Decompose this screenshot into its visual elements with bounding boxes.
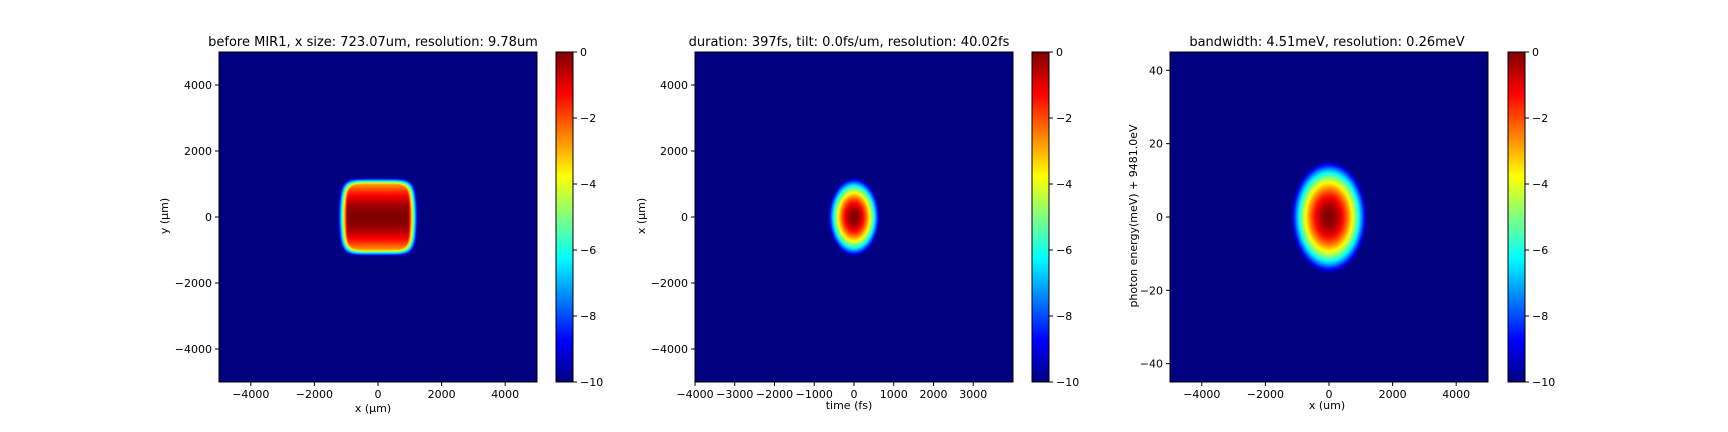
panel-2: duration: 397fs, tilt: 0.0fs/um, resolut… — [635, 35, 1010, 412]
panel-1-heatmap — [219, 52, 537, 382]
panel-2-xtick-label: −2000 — [756, 388, 793, 401]
panel-1-xtick-label: −4000 — [232, 388, 269, 401]
panel-1-ytick-label: 2000 — [184, 145, 212, 158]
panel-2-colorbar-tick-label: −10 — [1056, 376, 1079, 389]
panel-3-heatmap — [1170, 52, 1488, 382]
panel-2-ytick-label: 2000 — [660, 145, 688, 158]
panel-2-xtick-label: 0 — [851, 388, 858, 401]
panel-2-colorbar-frame — [1031, 51, 1050, 383]
panel-2-heatmap — [695, 52, 1013, 382]
panel-2-colorbar-tick-label: −2 — [1056, 112, 1072, 125]
panel-3-ytick-label: 20 — [1149, 138, 1163, 151]
panel-2-xtick-label: 3000 — [959, 388, 987, 401]
panel-2-ylabel: x (μm) — [635, 198, 648, 234]
panel-2-xtick-label: −3000 — [716, 388, 753, 401]
panel-2-title: duration: 397fs, tilt: 0.0fs/um, resolut… — [689, 35, 1010, 50]
panel-2-ytick-label: 4000 — [660, 79, 688, 92]
panel-2-xtick-label: −1000 — [796, 388, 833, 401]
panel-3-ytick-label: 0 — [1156, 211, 1163, 224]
panel-3-colorbar — [1508, 52, 1525, 382]
panel-1-ylabel: y (μm) — [158, 198, 171, 234]
panel-2-ytick-label: −4000 — [651, 343, 688, 356]
chart-marks: −4000 −2000 0 2000 4000−4000−20000200040000−… — [175, 46, 1555, 401]
panel-3-colorbar-tick-label: −10 — [1532, 376, 1555, 389]
panel-3-colorbar-tick-label: −4 — [1532, 178, 1548, 191]
panel-3-colorbar-tick-label: −6 — [1532, 244, 1548, 257]
panel-3-xtick-label: −4000 — [1183, 388, 1220, 401]
panel-2-ytick-label: 0 — [681, 211, 688, 224]
panel-3-colorbar-frame — [1507, 51, 1526, 383]
panel-3-ytick-label: 40 — [1149, 64, 1163, 77]
panel-1-colorbar-tick-label: −8 — [580, 310, 596, 323]
panel-3-xlabel: x (um) — [1309, 399, 1345, 412]
panel-2-ytick-label: −2000 — [651, 277, 688, 290]
panel-3-xtick-label: 2000 — [1379, 388, 1407, 401]
panel-2-colorbar-tick-label: 0 — [1056, 46, 1063, 59]
panel-3-title: bandwidth: 4.51meV, resolution: 0.26meV — [1189, 35, 1464, 50]
panel-1-title: before MIR1, x size: 723.07um, resolutio… — [208, 35, 538, 50]
panel-3-colorbar-tick-label: −2 — [1532, 112, 1548, 125]
panel-3-xtick-label: 4000 — [1442, 388, 1470, 401]
panel-3-colorbar-tick-label: 0 — [1532, 46, 1539, 59]
panel-1-colorbar-frame — [555, 51, 574, 383]
panel-1-xtick-label: 2000 — [428, 388, 456, 401]
panel-1-colorbar-tick-label: −6 — [580, 244, 596, 257]
panel-3-ylabel: photon energy(meV) + 9481.0eV — [1127, 124, 1140, 308]
panel-2-colorbar-tick-label: −4 — [1056, 178, 1072, 191]
panel-1-xtick-label: −2000 — [296, 388, 333, 401]
panel-1-colorbar-tick-label: −4 — [580, 178, 596, 191]
panel-2-xtick-label: 2000 — [920, 388, 948, 401]
panel-1: before MIR1, x size: 723.07um, resolutio… — [158, 35, 538, 415]
panel-1-xtick-label: 0 — [375, 388, 382, 401]
panel-1-colorbar-tick-label: 0 — [580, 46, 587, 59]
panel-3-ytick-label: −20 — [1140, 284, 1163, 297]
panel-3: bandwidth: 4.51meV, resolution: 0.26meV … — [1127, 35, 1465, 412]
panel-2-xtick-label: −4000 — [676, 388, 713, 401]
panel-1-colorbar-tick-label: −10 — [580, 376, 603, 389]
panel-1-colorbar-tick-label: −2 — [580, 112, 596, 125]
panel-3-xtick-label: 0 — [1326, 388, 1333, 401]
panel-1-ytick-label: 4000 — [184, 79, 212, 92]
panel-3-colorbar-tick-label: −8 — [1532, 310, 1548, 323]
panel-2-xtick-label: 1000 — [880, 388, 908, 401]
panel-2-colorbar-tick-label: −8 — [1056, 310, 1072, 323]
panel-1-xlabel: x (μm) — [355, 402, 391, 415]
panel-3-ytick-label: −40 — [1140, 358, 1163, 371]
panel-1-ytick-label: −4000 — [175, 343, 212, 356]
panel-2-colorbar — [1032, 52, 1049, 382]
panel-3-xtick-label: −2000 — [1247, 388, 1284, 401]
panel-1-xtick-label: 4000 — [491, 388, 519, 401]
panel-2-xlabel: time (fs) — [826, 399, 873, 412]
panel-1-ytick-label: 0 — [205, 211, 212, 224]
panel-1-ytick-label: −2000 — [175, 277, 212, 290]
panel-1-colorbar — [556, 52, 573, 382]
panel-2-colorbar-tick-label: −6 — [1056, 244, 1072, 257]
